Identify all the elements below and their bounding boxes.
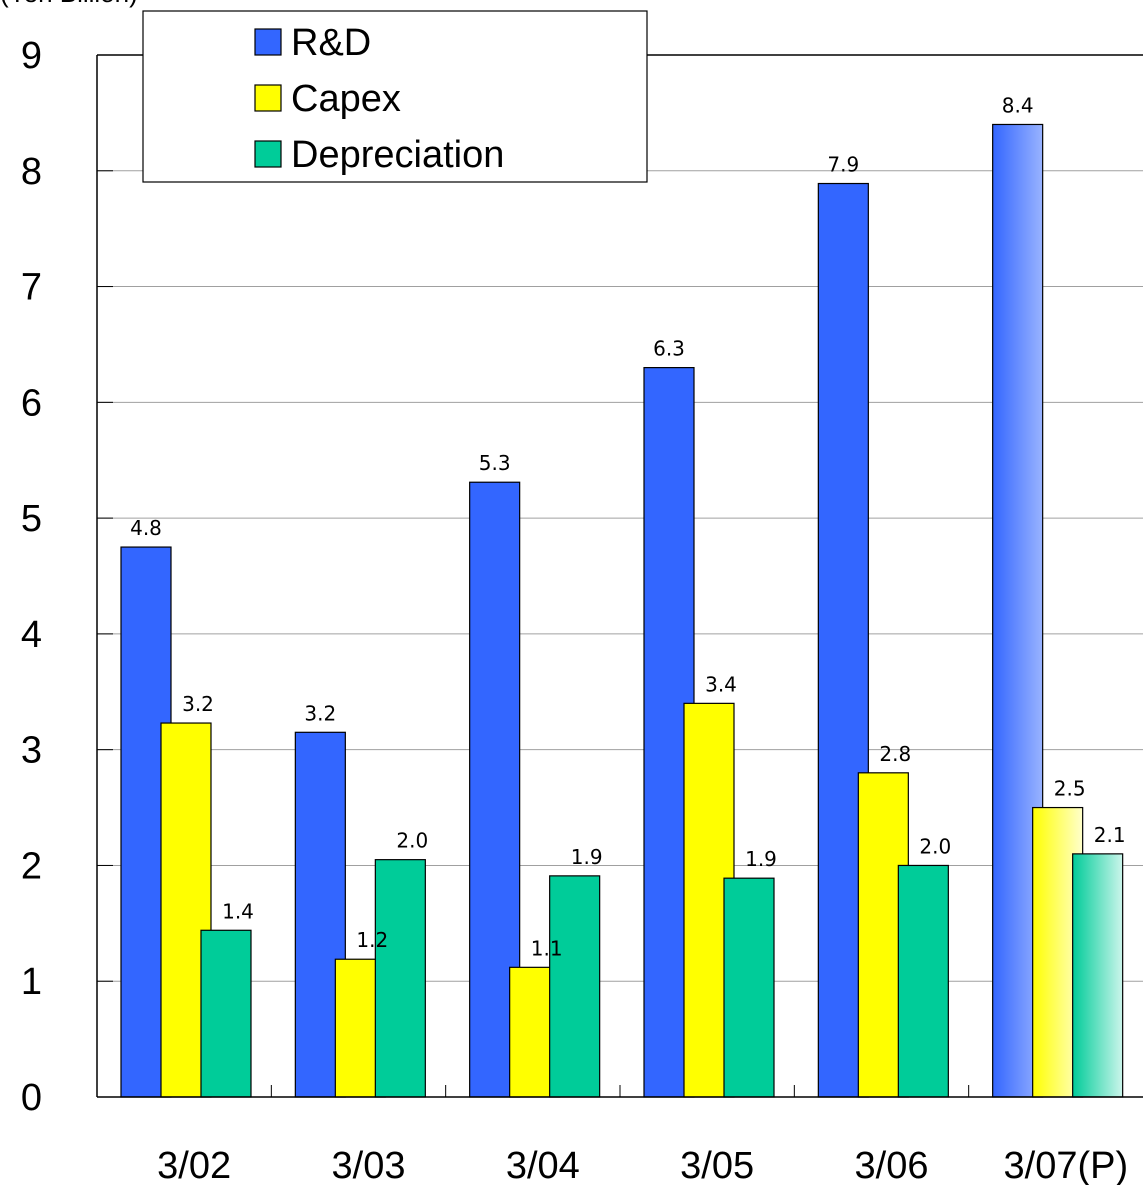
x-tick-label: 3/06 xyxy=(855,1145,929,1185)
data-label-depreciation: 1.9 xyxy=(745,847,777,871)
axes: 0 1 2 3 4 5 6 7 8 9 3/02 3/03 3/04 3/05 3/06 3/07(P) xyxy=(21,35,1143,1185)
y-tick-label: 0 xyxy=(21,1077,42,1119)
gridlines xyxy=(97,170,1143,982)
bar-depreciation-3 xyxy=(723,877,775,1098)
data-label-rd: 4.8 xyxy=(130,516,162,540)
bar-depreciation-5 xyxy=(1072,853,1124,1098)
legend-label-capex: Capex xyxy=(291,78,401,120)
y-tick-label: 5 xyxy=(21,498,42,540)
x-tick-label: 3/03 xyxy=(332,1145,406,1185)
y-axis-unit-label: (Yen Billion) xyxy=(0,0,138,8)
data-label-capex: 1.1 xyxy=(531,936,563,960)
bar-depreciation-2 xyxy=(549,875,601,1098)
x-tick-label: 3/02 xyxy=(157,1145,231,1185)
data-label-rd: 3.2 xyxy=(304,701,336,725)
y-tick-label: 4 xyxy=(21,614,42,656)
data-label-capex: 3.4 xyxy=(705,672,737,696)
bar-depreciation-4 xyxy=(897,864,949,1098)
y-tick-label: 7 xyxy=(21,267,42,309)
x-tick-label: 3/04 xyxy=(506,1145,580,1185)
legend-label-depreciation: Depreciation xyxy=(291,134,504,176)
data-label-rd: 7.9 xyxy=(827,153,859,177)
data-label-depreciation: 2.0 xyxy=(919,834,951,858)
legend-swatch-depreciation xyxy=(254,140,282,168)
y-tick-label: 1 xyxy=(21,961,42,1003)
y-tick-label: 8 xyxy=(21,151,42,193)
data-label-depreciation: 1.4 xyxy=(222,899,254,923)
legend-swatch-capex xyxy=(254,84,282,112)
data-label-capex: 3.2 xyxy=(182,692,214,716)
data-labels: 4.8 3.2 1.4 3.2 1.2 2.0 5.3 1.1 1.9 6.3 3.4 1.9 7.9 2… xyxy=(130,93,1125,960)
x-tick-label: 3/05 xyxy=(680,1145,754,1185)
data-label-capex: 2.8 xyxy=(879,742,911,766)
y-tick-label: 6 xyxy=(21,382,42,424)
legend: R&D Capex Depreciation xyxy=(142,10,648,183)
legend-label-rd: R&D xyxy=(291,22,371,64)
legend-swatch-rd xyxy=(254,28,282,56)
x-tick-label: 3/07(P) xyxy=(1004,1145,1129,1185)
bar-depreciation-1 xyxy=(374,859,426,1098)
y-tick-label: 3 xyxy=(21,730,42,772)
data-label-depreciation: 2.1 xyxy=(1094,823,1126,847)
legend-box xyxy=(142,10,648,183)
data-label-capex: 2.5 xyxy=(1054,777,1086,801)
bar-depreciation-0 xyxy=(200,929,252,1098)
data-label-rd: 8.4 xyxy=(1002,93,1034,117)
data-label-rd: 5.3 xyxy=(479,451,511,475)
data-label-depreciation: 1.9 xyxy=(571,845,603,869)
data-label-rd: 6.3 xyxy=(653,337,685,361)
y-tick-label: 2 xyxy=(21,845,42,887)
bars xyxy=(120,123,1124,1098)
data-label-capex: 1.2 xyxy=(356,928,388,952)
y-tick-label: 9 xyxy=(21,35,42,77)
data-label-depreciation: 2.0 xyxy=(396,829,428,853)
